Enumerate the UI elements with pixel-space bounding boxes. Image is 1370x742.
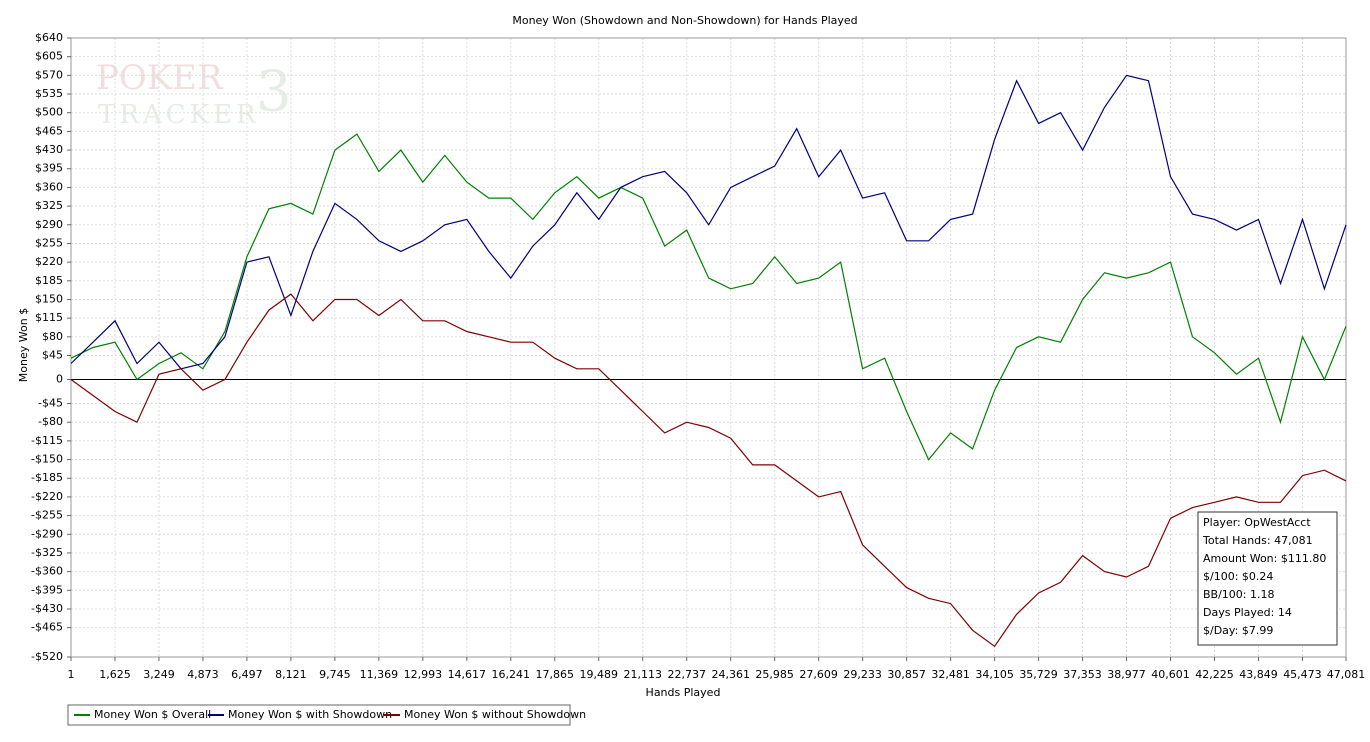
x-tick-label: 8,121 (275, 668, 307, 681)
y-tick-label: $45 (42, 349, 63, 362)
info-line: Amount Won: $111.80 (1203, 552, 1326, 565)
y-tick-label: -$80 (38, 415, 63, 428)
x-tick-label: 25,985 (755, 668, 794, 681)
y-tick-label: -$150 (31, 453, 63, 466)
x-tick-label: 47,081 (1327, 668, 1366, 681)
y-tick-label: $640 (35, 31, 63, 44)
y-tick-label: $395 (35, 162, 63, 175)
y-tick-label: $360 (35, 180, 63, 193)
y-tick-label: -$45 (38, 397, 63, 410)
y-tick-label: $255 (35, 236, 63, 249)
legend-label: Money Won $ Overall (94, 708, 211, 721)
info-line: BB/100: 1.18 (1203, 588, 1275, 601)
y-tick-label: -$290 (31, 527, 63, 540)
x-axis-label: Hands Played (646, 686, 721, 699)
legend-label: Money Won $ with Showdown (228, 708, 392, 721)
y-tick-label: $465 (35, 124, 63, 137)
y-tick-label: $150 (35, 292, 63, 305)
y-tick-label: $290 (35, 218, 63, 231)
x-tick-label: 11,369 (360, 668, 399, 681)
x-tick-label: 35,729 (1019, 668, 1058, 681)
y-tick-label: -$360 (31, 565, 63, 578)
info-line: $/100: $0.24 (1203, 570, 1273, 583)
x-tick-label: 16,241 (492, 668, 531, 681)
y-tick-label: $500 (35, 106, 63, 119)
watermark: TRACKER (98, 100, 260, 130)
x-tick-label: 3,249 (143, 668, 175, 681)
info-line: $/Day: $7.99 (1203, 624, 1273, 637)
x-tick-label: 1 (68, 668, 75, 681)
x-tick-label: 38,977 (1107, 668, 1146, 681)
x-tick-label: 29,233 (843, 668, 882, 681)
info-box: Player: OpWestAcct Total Hands: 47,081 Amo… (1197, 511, 1338, 646)
y-tick-label: $325 (35, 199, 63, 212)
y-tick-label: $185 (35, 274, 63, 287)
x-tick-label: 14,617 (448, 668, 487, 681)
x-tick-label: 4,873 (187, 668, 219, 681)
info-line: Player: OpWestAcct (1203, 516, 1311, 529)
series-line (70, 293, 1347, 648)
x-tick-label: 21,113 (623, 668, 662, 681)
x-tick-label: 1,625 (99, 668, 131, 681)
lines (70, 74, 1347, 648)
legend: Money Won $ Overall Money Won $ with Show… (67, 704, 586, 726)
x-tick-label: 34,105 (975, 668, 1014, 681)
x-tick-label: 24,361 (711, 668, 750, 681)
y-tick-label: $570 (35, 68, 63, 81)
y-tick-label: $220 (35, 255, 63, 268)
y-tick-label: -$220 (31, 490, 63, 503)
grid (70, 37, 1347, 658)
x-tick-label: 43,849 (1239, 668, 1278, 681)
x-tick-label: 37,353 (1063, 668, 1102, 681)
legend-label: Money Won $ without Showdown (404, 708, 586, 721)
y-tick-label: $115 (35, 311, 63, 324)
x-tick-label: 19,489 (580, 668, 619, 681)
y-tick-label: $605 (35, 50, 63, 63)
y-tick-label: -$255 (31, 509, 63, 522)
x-tick-label: 32,481 (931, 668, 970, 681)
y-tick-label: $80 (42, 330, 63, 343)
y-tick-label: $430 (35, 143, 63, 156)
x-tick-label: 12,993 (404, 668, 443, 681)
info-line: Total Hands: 47,081 (1202, 534, 1313, 547)
x-tick-label: 6,497 (231, 668, 263, 681)
y-axis-label: Money Won $ (17, 308, 30, 382)
y-tick-label: -$185 (31, 471, 63, 484)
plot-frame (70, 37, 1347, 658)
y-tick-label: -$465 (31, 621, 63, 634)
series-line (70, 74, 1347, 370)
y-tick-label: 0 (56, 373, 63, 386)
y-tick-label: -$395 (31, 583, 63, 596)
y-tick-label: $535 (35, 87, 63, 100)
y-tick-label: -$430 (31, 602, 63, 615)
x-tick-label: 9,745 (319, 668, 351, 681)
x-tick-label: 40,601 (1151, 668, 1190, 681)
y-tick-label: -$115 (31, 434, 63, 447)
chart-title: Money Won (Showdown and Non-Showdown) fo… (512, 14, 857, 27)
x-tick-label: 22,737 (667, 668, 706, 681)
y-tick-label: -$325 (31, 546, 63, 559)
x-tick-label: 17,865 (536, 668, 575, 681)
axes: $640 $605 $570 $535 $500 $465 $430 $395 $360 $325… (31, 31, 1365, 681)
y-tick-label: -$520 (31, 650, 63, 663)
series-line (70, 133, 1347, 461)
x-tick-label: 45,473 (1283, 668, 1322, 681)
x-tick-label: 42,225 (1195, 668, 1234, 681)
watermark: 3 (256, 60, 292, 125)
x-tick-label: 27,609 (799, 668, 838, 681)
info-line: Days Played: 14 (1203, 606, 1292, 619)
x-tick-label: 30,857 (887, 668, 926, 681)
